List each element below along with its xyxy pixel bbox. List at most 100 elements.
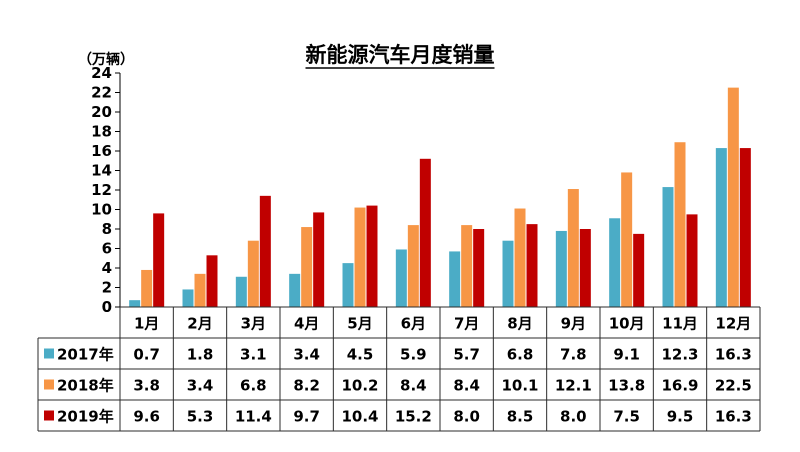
data-label: 8.0 bbox=[560, 408, 587, 426]
data-label: 12.3 bbox=[661, 346, 698, 364]
bar-2-5 bbox=[354, 207, 366, 307]
data-label: 6.8 bbox=[240, 377, 267, 395]
x-tick-label: 7月 bbox=[454, 315, 479, 333]
y-tick-label: 22 bbox=[91, 84, 112, 102]
bar-2-4 bbox=[301, 227, 313, 307]
bar-1-12 bbox=[715, 148, 727, 307]
bar-3-7 bbox=[473, 229, 485, 307]
y-tick-label: 18 bbox=[91, 123, 112, 141]
data-label: 3.4 bbox=[293, 346, 320, 364]
x-tick-label: 10月 bbox=[609, 315, 645, 333]
bar-1-4 bbox=[289, 273, 301, 307]
data-label: 7.8 bbox=[560, 346, 587, 364]
legend-key-1 bbox=[44, 348, 54, 359]
bar-2-11 bbox=[674, 142, 686, 307]
bar-3-6 bbox=[419, 158, 431, 307]
data-label: 10.2 bbox=[341, 377, 378, 395]
x-tick-label: 2月 bbox=[187, 315, 212, 333]
y-tick-label: 2 bbox=[102, 279, 112, 297]
bar-1-8 bbox=[502, 240, 514, 307]
data-label: 11.4 bbox=[235, 408, 272, 426]
data-label: 16.3 bbox=[715, 408, 752, 426]
data-label: 5.3 bbox=[187, 408, 214, 426]
y-tick-label: 10 bbox=[91, 201, 112, 219]
bar-3-11 bbox=[686, 214, 698, 307]
x-tick-label: 9月 bbox=[561, 315, 586, 333]
y-tick-label: 12 bbox=[91, 181, 112, 199]
x-tick-label: 12月 bbox=[715, 315, 751, 333]
bar-2-8 bbox=[514, 208, 526, 307]
data-label: 8.0 bbox=[453, 408, 480, 426]
data-label: 1.8 bbox=[187, 346, 214, 364]
data-label: 10.4 bbox=[341, 408, 378, 426]
y-tick-label: 8 bbox=[102, 220, 112, 238]
x-tick-label: 1月 bbox=[134, 315, 159, 333]
data-label: 3.8 bbox=[133, 377, 160, 395]
bar-1-2 bbox=[182, 289, 194, 307]
bar-2-6 bbox=[407, 225, 419, 307]
x-tick-label: 11月 bbox=[662, 315, 698, 333]
bar-3-10 bbox=[633, 233, 645, 307]
legend-label: 2017年 bbox=[57, 346, 114, 364]
y-axis-unit-label: （万辆） bbox=[78, 51, 134, 68]
y-tick-label: 16 bbox=[91, 142, 112, 160]
x-tick-label: 8月 bbox=[507, 315, 532, 333]
bar-2-12 bbox=[727, 87, 739, 307]
bar-2-10 bbox=[621, 172, 633, 307]
data-label: 0.7 bbox=[133, 346, 160, 364]
data-label: 13.8 bbox=[608, 377, 645, 395]
bar-3-4 bbox=[313, 212, 325, 307]
data-label: 8.2 bbox=[293, 377, 320, 395]
bar-2-1 bbox=[141, 269, 153, 307]
data-label: 9.5 bbox=[667, 408, 694, 426]
bar-3-1 bbox=[153, 213, 165, 307]
y-tick-label: 4 bbox=[102, 259, 112, 277]
data-label: 16.9 bbox=[661, 377, 698, 395]
data-label: 4.5 bbox=[347, 346, 374, 364]
bar-1-7 bbox=[449, 251, 461, 307]
data-label: 5.7 bbox=[453, 346, 480, 364]
data-label: 22.5 bbox=[715, 377, 752, 395]
bar-1-3 bbox=[235, 276, 247, 307]
bar-1-10 bbox=[609, 218, 621, 307]
data-label: 8.4 bbox=[400, 377, 427, 395]
bar-3-3 bbox=[259, 195, 271, 307]
y-tick-label: 24 bbox=[91, 64, 112, 82]
x-tick-label: 3月 bbox=[241, 315, 266, 333]
bar-3-8 bbox=[526, 224, 538, 307]
bar-1-5 bbox=[342, 263, 354, 307]
data-label: 10.1 bbox=[501, 377, 538, 395]
y-tick-label: 14 bbox=[91, 162, 112, 180]
data-label: 6.8 bbox=[507, 346, 534, 364]
y-tick-label: 6 bbox=[102, 240, 112, 258]
bar-2-9 bbox=[567, 189, 579, 307]
x-tick-label: 6月 bbox=[401, 315, 426, 333]
data-label: 7.5 bbox=[613, 408, 640, 426]
legend-key-2 bbox=[44, 379, 54, 390]
data-label: 12.1 bbox=[555, 377, 592, 395]
data-label: 9.7 bbox=[293, 408, 320, 426]
chart-title: 新能源汽车月度销量 bbox=[306, 43, 495, 67]
bar-2-2 bbox=[194, 273, 206, 307]
bar-1-9 bbox=[555, 230, 567, 307]
data-label: 9.6 bbox=[133, 408, 160, 426]
data-label: 16.3 bbox=[715, 346, 752, 364]
bar-3-9 bbox=[579, 229, 591, 307]
data-label: 9.1 bbox=[613, 346, 640, 364]
data-label: 15.2 bbox=[395, 408, 432, 426]
data-label: 8.5 bbox=[507, 408, 534, 426]
bar-1-6 bbox=[395, 249, 407, 307]
y-tick-label: 0 bbox=[102, 298, 112, 316]
bar-2-7 bbox=[461, 225, 473, 307]
bar-1-11 bbox=[662, 187, 674, 307]
y-tick-label: 20 bbox=[91, 103, 112, 121]
bar-3-2 bbox=[206, 255, 218, 307]
legend-label: 2019年 bbox=[57, 408, 114, 426]
x-tick-label: 5月 bbox=[347, 315, 372, 333]
bar-3-12 bbox=[739, 148, 751, 307]
bar-3-5 bbox=[366, 205, 378, 307]
bar-1-1 bbox=[129, 300, 141, 307]
